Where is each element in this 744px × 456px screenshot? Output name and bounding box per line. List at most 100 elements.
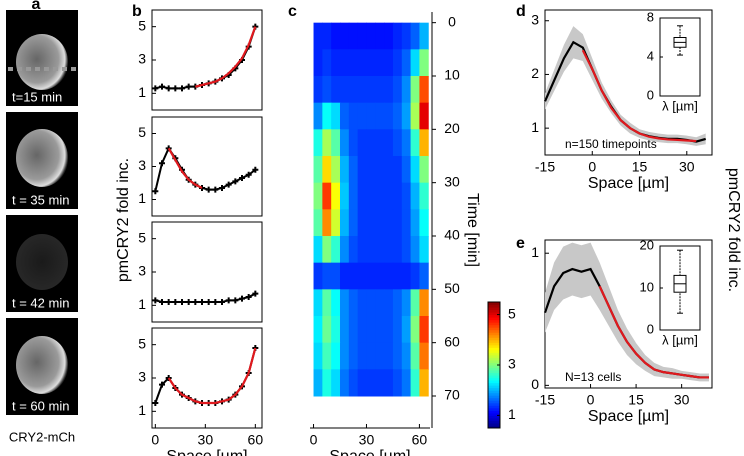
x-axis-label: Space [µm]: [588, 408, 669, 425]
y-tick-label: 3: [138, 51, 146, 67]
data-point: [179, 299, 185, 305]
cell: [16, 336, 68, 394]
y-tick-label: 1: [138, 84, 146, 100]
heat-cell: [322, 22, 332, 50]
heat-cell: [357, 22, 367, 50]
colorbar-label: 1: [508, 406, 516, 422]
heat-cell: [410, 76, 420, 104]
colorbar-step: [488, 392, 500, 396]
heat-cell: [401, 156, 412, 184]
heat-cell: [375, 316, 385, 344]
colorbar-step: [488, 395, 500, 399]
heat-cell: [340, 342, 350, 370]
heat-cell: [331, 76, 341, 104]
heat-cell: [331, 369, 341, 397]
heat-cell: [313, 182, 323, 210]
colorbar-step: [488, 397, 500, 401]
colorbar-step: [488, 375, 500, 379]
x-tick-label: -15: [535, 392, 555, 408]
heat-cell: [331, 182, 341, 210]
y-tick-label: 20: [444, 120, 460, 136]
data-point: [225, 297, 232, 304]
panel-label: b: [132, 3, 142, 20]
heat-cell: [322, 236, 332, 264]
colorbar-step: [488, 307, 500, 311]
heat-cell: [384, 342, 394, 370]
heat-cell: [366, 369, 376, 397]
y-tick-label: 3: [138, 263, 146, 279]
colorbar-step: [488, 349, 500, 353]
colorbar-step: [488, 377, 500, 381]
x-tick-label: 30: [674, 392, 690, 408]
heat-cell: [348, 316, 359, 344]
y-tick-label: 1: [138, 296, 146, 312]
heat-cell: [401, 262, 412, 290]
heat-cell: [375, 129, 385, 157]
heat-cell: [357, 209, 367, 237]
heat-cell: [331, 102, 341, 130]
y-tick-label: 50: [444, 280, 460, 296]
heat-cell: [348, 289, 359, 317]
heat-cell: [366, 76, 376, 104]
heat-cell: [357, 76, 367, 104]
colorbar-step: [488, 302, 500, 306]
panel-label: e: [516, 235, 525, 252]
data-point: [159, 299, 165, 305]
heat-cell: [322, 156, 332, 184]
heat-cell: [384, 102, 394, 130]
heat-cell: [410, 369, 420, 397]
colorbar-step: [488, 412, 500, 416]
heat-cell: [384, 22, 394, 50]
colorbar-step: [488, 342, 500, 346]
caption: CRY2-mCh: [9, 429, 75, 444]
heat-cell: [410, 289, 420, 317]
heat-cell: [340, 289, 350, 317]
y-tick-label: 5: [138, 17, 146, 33]
heat-cell: [313, 289, 323, 317]
heat-cell: [410, 49, 420, 77]
heat-cell: [348, 369, 359, 397]
heat-cell: [357, 49, 367, 77]
heat-cell: [331, 236, 341, 264]
data-point: [185, 83, 192, 90]
data-point: [192, 299, 199, 305]
plot-frame: [151, 221, 263, 323]
heat-cell: [340, 262, 350, 290]
panel-label: d: [516, 3, 526, 20]
y-tick-label: 30: [444, 173, 460, 189]
data-point: [172, 299, 179, 305]
data-point: [212, 186, 219, 193]
colorbar-label: 5: [508, 305, 516, 321]
colorbar-step: [488, 410, 500, 414]
colorbar-step: [488, 415, 500, 419]
heat-cell: [331, 49, 341, 77]
x-axis-label: Space [µm]: [588, 175, 669, 192]
heat-cell: [366, 182, 376, 210]
data-point: [245, 294, 252, 300]
data-point: [179, 85, 185, 92]
heat-cell: [348, 209, 359, 237]
y-tick-label: 1: [531, 119, 539, 135]
x-tick-label: 60: [248, 432, 264, 448]
heat-cell: [384, 316, 394, 344]
heat-cell: [348, 342, 359, 370]
colorbar-step: [488, 339, 500, 343]
heat-cell: [384, 156, 394, 184]
colorbar-step: [488, 329, 500, 333]
heat-cell: [331, 262, 341, 290]
heat-cell: [375, 102, 385, 130]
heat-cell: [392, 262, 403, 290]
heat-cell: [410, 156, 420, 184]
data-point: [212, 299, 219, 305]
y-tick-label: 60: [444, 333, 460, 349]
y-tick-label: 40: [444, 227, 460, 243]
heat-cell: [340, 209, 350, 237]
heat-cell: [401, 102, 412, 130]
y-tick-label: 3: [138, 369, 146, 385]
colorbar-step: [488, 337, 500, 341]
heat-cell: [384, 182, 394, 210]
x-tick-label: 30: [679, 159, 695, 175]
heat-cell: [401, 316, 412, 344]
heat-cell: [392, 209, 403, 237]
